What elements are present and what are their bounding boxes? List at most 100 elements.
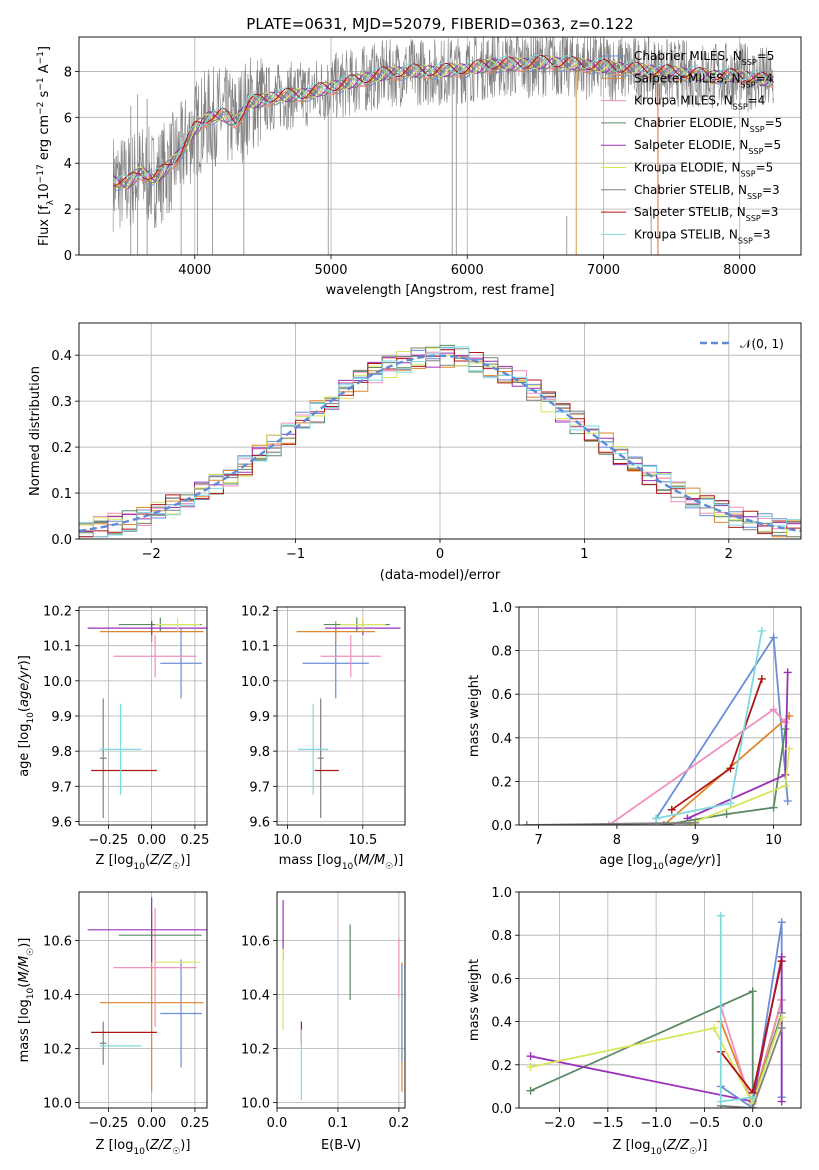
x-axis-label: mass [log10(M/M☉)]: [279, 853, 404, 872]
x-tick-label: 0.0: [267, 1116, 288, 1131]
x-axis-label: Z [log10(Z/Z☉)]: [613, 1138, 708, 1157]
y-tick-label: 0.2: [51, 441, 72, 456]
axes-frame: [518, 891, 802, 1109]
x-tick-label: −1: [286, 547, 305, 562]
legend-name: Salpeter ELODIE, N: [634, 138, 748, 152]
legend-name: Salpeter MILES, N: [634, 71, 741, 85]
legend-ssp-count: 3: [772, 183, 780, 197]
model-line-salpeter-stelib: [113, 54, 774, 187]
y-tick-label: 9.7: [51, 780, 72, 795]
x-tick-label: −2.0: [544, 1116, 576, 1131]
plot-area-residuals: [79, 344, 801, 538]
y-tick-label: 10.0: [43, 1097, 72, 1112]
y-tick-label: 10.2: [241, 1043, 270, 1058]
y-tick-label: 8: [64, 65, 72, 80]
y-tick-label: 10.2: [43, 605, 72, 620]
axes-mass_vs_EBV: 0.0 0.1 0.2 10.0 10.2 10.4 10.6 E(B-V): [241, 891, 410, 1153]
series-line-chabrier-miles: [720, 922, 783, 1108]
data-point-marker: [783, 797, 792, 806]
data-point-marker: [748, 1093, 757, 1102]
x-tick-label: 9: [691, 833, 699, 848]
plot-area-mass_weight_vs_Z: [526, 911, 786, 1108]
legend-label: 𝒩(0, 1): [740, 337, 784, 351]
data-point-marker: [757, 626, 766, 635]
y-axis-label: Normed distribution: [28, 366, 43, 496]
x-tick-label: −0.25: [88, 1116, 128, 1131]
y-tick-label: 6: [64, 111, 72, 126]
data-point-marker: [777, 1024, 786, 1033]
data-point-marker: [781, 781, 790, 790]
axes-age_vs_mass: 10.0 10.5 9.6 9.7 9.8 9.9 10.0 10.1 10.2 mass [lo…: [241, 605, 406, 872]
y-tick-label: 10.6: [241, 935, 270, 950]
plot-area-age_vs_Z: [87, 617, 207, 818]
histogram-kroupa-stelib: [79, 346, 801, 538]
y-tick-label: 0.4: [491, 1016, 512, 1031]
y-axis-label: mass weight: [467, 675, 482, 757]
x-tick-label: −0.5: [689, 1116, 721, 1131]
x-tick-label: 8000: [723, 263, 756, 278]
series-line-kroupa-miles: [608, 708, 786, 825]
x-tick-label: 7000: [587, 263, 620, 278]
legend-name: Chabrier STELIB, N: [634, 183, 747, 197]
plot-area-spectrum: [112, 37, 774, 255]
y-tick-label: 10.0: [43, 675, 72, 690]
y-tick-label: 0.2: [491, 1059, 512, 1074]
y-tick-label: 0.1: [51, 487, 72, 502]
data-point-marker: [526, 1086, 535, 1095]
x-tick-label: 8: [613, 833, 621, 848]
data-point-marker: [777, 1013, 786, 1022]
data-point-marker: [722, 810, 731, 819]
model-line-kroupa-stelib: [112, 54, 774, 184]
y-tick-label: 10.1: [241, 640, 270, 655]
y-tick-label: 9.9: [51, 710, 72, 725]
y-axis-label: Flux [fλ10−17 erg cm−2 s−1 A−1]: [36, 46, 56, 246]
legend-label: Salpeter MILES, NSSP=4: [634, 71, 773, 89]
x-tick-label: 0.0: [742, 1116, 763, 1131]
legend-label: Salpeter ELODIE, NSSP=5: [634, 138, 781, 156]
x-tick-label: 0.1: [328, 1116, 349, 1131]
x-tick-label: 0.00: [137, 1116, 166, 1131]
x-tick-label: 6000: [451, 263, 484, 278]
data-point-marker: [769, 705, 778, 714]
y-tick-label: 10.6: [43, 935, 72, 950]
model-line-chabrier-stelib: [112, 55, 774, 188]
y-tick-label: 10.1: [43, 640, 72, 655]
y-tick-label: 0: [64, 249, 72, 264]
x-tick-label: 7: [534, 833, 542, 848]
y-tick-label: 0.3: [51, 395, 72, 410]
y-tick-label: 9.7: [249, 780, 270, 795]
data-point-marker: [667, 805, 676, 814]
y-tick-label: 10.0: [241, 675, 270, 690]
data-point-marker: [785, 744, 794, 753]
x-axis-label: Z [log10(Z/Z☉)]: [96, 853, 191, 872]
y-tick-label: 0.4: [491, 732, 512, 747]
x-tick-label: −0.25: [88, 833, 128, 848]
legend-label: Chabrier MILES, NSSP=5: [634, 49, 774, 67]
series-line-chabrier-stelib: [720, 1027, 783, 1108]
x-tick-label: 0.2: [389, 1116, 410, 1131]
y-axis-label: age [log10(age/yr)]: [17, 655, 36, 777]
axes-frame: [276, 606, 406, 826]
data-point-marker: [781, 725, 790, 734]
plot-area-mass_vs_EBV: [282, 900, 403, 1100]
data-point-marker: [748, 1104, 757, 1108]
x-tick-label: 4000: [178, 263, 211, 278]
legend-name: Salpeter STELIB, N: [634, 205, 746, 219]
axes-mass_weight_vs_Z: −2.0 −1.5 −1.0 −0.5 0.0 0.0 0.2 0.4 0.6 0.8 1.0 Z […: [467, 886, 802, 1157]
data-point-marker: [710, 1024, 719, 1033]
legend-ssp-count: 4: [758, 94, 766, 108]
y-tick-label: 10.2: [241, 605, 270, 620]
plot-area-mass_weight_vs_age: [522, 626, 794, 825]
legend-label: Kroupa MILES, NSSP=4: [634, 94, 765, 112]
x-tick-label: 5000: [314, 263, 347, 278]
axes-mass_vs_Z: −0.25 0.00 0.25 10.0 10.2 10.4 10.6 Z [log10(Z/…: [17, 891, 209, 1157]
data-point-marker: [777, 957, 786, 966]
legend-ssp-count: 3: [771, 205, 779, 219]
legend-ssp-count: 3: [763, 227, 771, 241]
legend-name: Chabrier ELODIE, N: [634, 116, 750, 130]
legend-ssp-count: 5: [773, 138, 781, 152]
data-point-marker: [526, 1052, 535, 1061]
data-point-marker: [769, 803, 778, 812]
y-tick-label: 9.6: [249, 815, 270, 830]
